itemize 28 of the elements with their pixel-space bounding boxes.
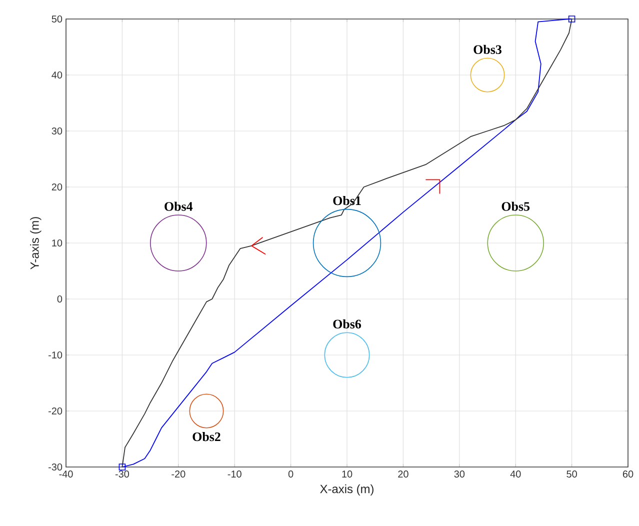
- y-tick-label: -20: [48, 407, 62, 415]
- y-tick-label: 0: [57, 295, 62, 303]
- x-tick-label: 60: [622, 470, 634, 478]
- series-label: Obs4: [164, 202, 193, 211]
- series-label: Obs2: [192, 432, 220, 442]
- y-axis-title: Y-axis (m): [30, 217, 42, 270]
- series-label: Obs6: [333, 319, 362, 328]
- x-tick-label: -30: [115, 470, 130, 478]
- x-tick-label: -10: [228, 470, 242, 478]
- x-tick-label: -20: [172, 470, 186, 478]
- line-series: [122, 18, 572, 468]
- y-tick-label: 30: [52, 127, 62, 135]
- y-tick-label: -30: [48, 463, 62, 471]
- y-tick-label: 40: [52, 71, 62, 79]
- x-tick-label: 40: [510, 470, 521, 478]
- x-tick-label: 20: [398, 470, 408, 478]
- x-tick-label: 10: [342, 470, 352, 478]
- y-tick-label: 20: [52, 183, 62, 191]
- x-tick-label: 30: [454, 470, 465, 478]
- x-tick-label: -40: [59, 470, 73, 478]
- x-tick-label: 0: [288, 470, 294, 478]
- y-tick-label: 50: [52, 15, 62, 23]
- y-tick-label: -10: [48, 351, 62, 359]
- x-tick-label: 50: [566, 470, 577, 478]
- series-label: Obs5: [502, 202, 530, 211]
- x-axis-title: X-axis (m): [320, 484, 374, 496]
- series-label: Obs3: [474, 44, 502, 54]
- y-tick-label: 10: [52, 239, 62, 247]
